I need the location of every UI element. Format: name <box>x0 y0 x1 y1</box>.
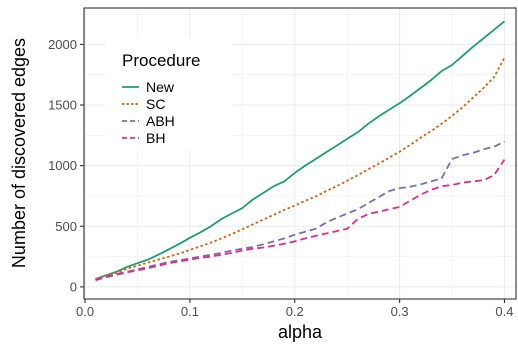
legend-label-new: New <box>146 79 175 95</box>
x-tick-label: 0.3 <box>391 304 409 319</box>
legend-label-sc: SC <box>146 96 165 112</box>
legend-background <box>106 38 232 150</box>
y-tick-label: 0 <box>70 279 77 294</box>
y-axis-ticks: 0 500 1000 1500 2000 <box>48 37 84 294</box>
series-line-abh <box>95 140 505 281</box>
x-tick-label: 0.2 <box>286 304 304 319</box>
y-tick-label: 500 <box>55 219 77 234</box>
y-axis-title: Number of discovered edges <box>9 38 29 268</box>
x-axis-title: alpha <box>278 322 323 342</box>
x-axis-ticks: 0.0 0.1 0.2 0.3 0.4 <box>76 299 514 319</box>
legend-label-bh: BH <box>146 130 165 146</box>
x-tick-label: 0.0 <box>76 304 94 319</box>
legend-title: Procedure <box>122 51 200 70</box>
plot-panel-border <box>83 7 517 300</box>
series-line-new <box>95 20 506 280</box>
y-tick-label: 1500 <box>48 98 77 113</box>
series-line-bh <box>95 159 506 282</box>
y-tick-label: 1000 <box>48 158 77 173</box>
y-tick-label: 2000 <box>48 37 77 52</box>
series-lines <box>95 20 506 282</box>
legend-label-abh: ABH <box>146 113 175 129</box>
x-tick-label: 0.1 <box>181 304 199 319</box>
series-line-sc <box>95 57 506 280</box>
x-tick-label: 0.4 <box>495 304 513 319</box>
